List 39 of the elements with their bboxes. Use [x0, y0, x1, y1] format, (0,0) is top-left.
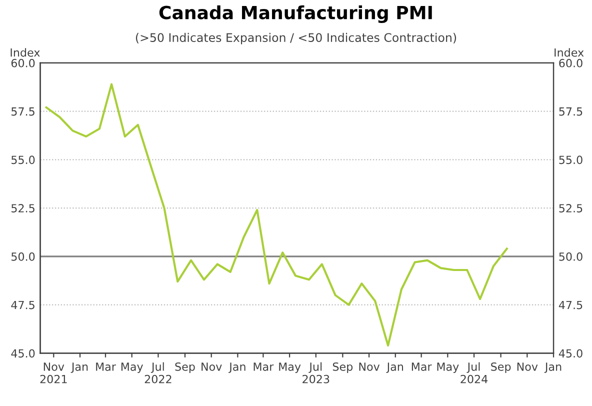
x-tick-label: Jul 2023 — [302, 362, 330, 384]
x-tick-label: Jul 2022 — [144, 362, 172, 384]
x-tick-label: May — [279, 362, 301, 373]
chart-title: Canada Manufacturing PMI — [159, 5, 432, 24]
y-tick-label: 57.5 — [12, 107, 34, 116]
y2-tick-label: 52.5 — [559, 204, 582, 212]
x-tick-label: Jan — [544, 362, 562, 373]
x-tick-label: Jul 2024 — [460, 362, 488, 384]
y-axis-title: Index — [10, 48, 40, 57]
y2-tick-label: 55.0 — [559, 156, 582, 164]
y2-tick-label: 50.0 — [559, 252, 582, 261]
x-tick-label: May — [437, 362, 459, 373]
chart-subtitle: (>50 Indicates Expansion / <50 Indicates Contraction) — [136, 32, 456, 44]
x-tick-label: Jan — [70, 362, 88, 373]
x-tick-label: Sep — [491, 362, 511, 373]
x-tick-label: Sep — [332, 362, 353, 373]
x-tick-label: Mar — [96, 362, 116, 371]
y2-tick-label: 57.5 — [559, 107, 582, 116]
x-tick-label: Sep — [175, 362, 195, 373]
x-tick-label: May — [121, 362, 144, 373]
y-tick-label: 52.5 — [12, 204, 34, 212]
y-tick-label: 45.0 — [11, 349, 35, 358]
x-tick-label: Mar — [254, 362, 274, 371]
y2-axis-title: Index — [554, 48, 584, 57]
x-tick-label: Jan — [386, 362, 404, 373]
y-tick-label: 50.0 — [12, 252, 35, 261]
x-tick-label: Nov — [517, 362, 538, 371]
x-tick-label: Nov — [359, 362, 380, 371]
line-series — [45, 83, 508, 347]
x-tick-label: Jan — [228, 362, 246, 373]
y-tick-label: 47.5 — [11, 300, 34, 310]
y-tick-label: 60.0 — [11, 58, 35, 68]
x-tick-label: Mar — [412, 362, 432, 371]
x-tick-label: Nov 2021 — [40, 362, 67, 384]
y2-tick-label: 47.5 — [558, 300, 582, 310]
y2-tick-label: 45.0 — [558, 349, 582, 358]
y2-tick-label: 60.0 — [559, 58, 582, 68]
y-tick-label: 55.0 — [12, 156, 35, 164]
x-tick-label: Nov — [202, 362, 222, 371]
